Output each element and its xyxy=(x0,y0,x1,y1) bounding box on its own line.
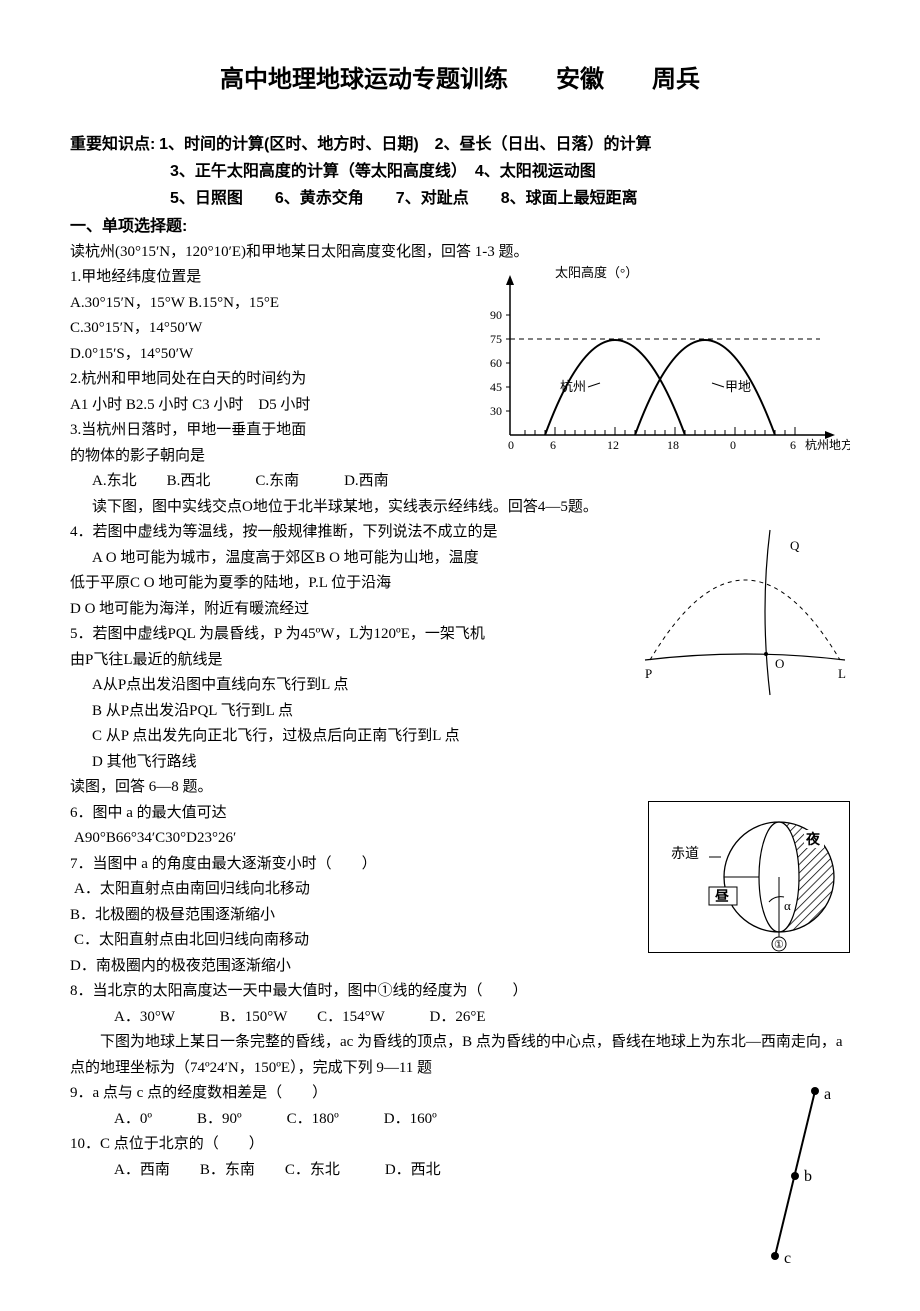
q6-opts: A90°B66°34′C30°D23°26′ xyxy=(70,826,628,852)
q4-opt-d: D O 地可能为海洋，附近有暖流经过 xyxy=(70,597,630,623)
svg-text:a: a xyxy=(824,1086,831,1103)
svg-text:60: 60 xyxy=(490,356,502,370)
svg-text:75: 75 xyxy=(490,332,502,346)
svg-text:P: P xyxy=(645,666,652,681)
chart1-label-jia: 甲地 xyxy=(725,379,751,394)
sun-altitude-chart: 太阳高度（°） 30 45 60 75 90 xyxy=(470,265,850,465)
q9-stem: 9．a 点与 c 点的经度数相差是（ ） xyxy=(70,1081,710,1107)
svg-text:O: O xyxy=(775,656,784,671)
keypoints-line2: 3、正午太阳高度的计算（等太阳高度线） 4、太阳视运动图 xyxy=(70,158,850,185)
q10-stem: 10．C 点位于北京的（ ） xyxy=(70,1132,710,1158)
q5-opt-b: B 从P点出发沿PQL 飞行到L 点 xyxy=(70,699,630,725)
q3-stem-l2: 的物体的影子朝向是 xyxy=(70,444,470,470)
svg-text:α: α xyxy=(784,898,791,913)
q5-stem-l2: 由P飞往L最近的航线是 xyxy=(70,648,630,674)
abc-line-diagram: a b c xyxy=(740,1081,850,1271)
q8-stem: 8．当北京的太阳高度达一天中最大值时，图中①线的经度为（ ） xyxy=(70,979,850,1005)
q5-opt-a: A从P点出发沿图中直线向东飞行到L 点 xyxy=(70,673,630,699)
q6-stem: 6．图中 a 的最大值可达 xyxy=(70,801,628,827)
q5-opt-c: C 从P 点出发先向正北飞行，过极点后向正南飞行到L 点 xyxy=(70,724,630,750)
intro-1: 读杭州(30°15′N，120°10′E)和甲地某日太阳高度变化图，回答 1-3… xyxy=(70,240,850,266)
svg-text:①: ① xyxy=(774,939,784,951)
q1-stem: 1.甲地经纬度位置是 xyxy=(70,265,470,291)
q4-opt-abc2: 低于平原C O 地可能为夏季的陆地，P.L 位于沿海 xyxy=(70,571,630,597)
earth-day-night-diagram: 赤道 昼 夜 α ① xyxy=(648,801,850,953)
q2-opts: A1 小时 B2.5 小时 C3 小时 D5 小时 xyxy=(70,393,470,419)
q3-stem-l1: 3.当杭州日落时，甲地一垂直于地面 xyxy=(70,418,470,444)
q5-opt-d: D 其他飞行路线 xyxy=(70,750,630,776)
q9-opts: A．0º B．90º C．180º D．160º xyxy=(70,1107,710,1133)
q4-opt-abc1: A O 地可能为城市，温度高于郊区B O 地可能为山地，温度 xyxy=(70,546,630,572)
q8-opts: A．30°W B．150°W C．154°W D．26°E xyxy=(70,1005,850,1031)
q10-opts: A．西南 B．东南 C．东北 D．西北 xyxy=(70,1158,710,1184)
keypoints-line1: 重要知识点: 1、时间的计算(区时、地方时、日期) 2、昼长（日出、日落）的计算 xyxy=(70,131,850,159)
svg-text:L: L xyxy=(838,666,846,681)
svg-text:90: 90 xyxy=(490,308,502,322)
q3-opts: A.东北 B.西北 C.东南 D.西南 xyxy=(70,469,850,495)
q1-opt-d: D.0°15′S，14°50′W xyxy=(70,342,470,368)
svg-text:夜: 夜 xyxy=(805,831,821,848)
intro-3: 读图，回答 6—8 题。 xyxy=(70,775,850,801)
svg-text:6: 6 xyxy=(550,438,556,452)
keypoints-label: 重要知识点: xyxy=(70,136,155,153)
svg-text:6: 6 xyxy=(790,438,796,452)
chart1-ylabel: 太阳高度（°） xyxy=(555,265,638,280)
svg-text:b: b xyxy=(804,1168,812,1185)
q5-stem-l1: 5．若图中虚线PQL 为晨昏线，P 为45ºW，L为120ºE，一架飞机 xyxy=(70,622,630,648)
q7-opt-d: D．南极圈内的极夜范围逐渐缩小 xyxy=(70,954,850,980)
pql-diagram: P O L Q xyxy=(640,520,850,700)
svg-text:30: 30 xyxy=(490,404,502,418)
svg-text:0: 0 xyxy=(508,438,514,452)
q1-opt-c: C.30°15′N，14°50′W xyxy=(70,316,470,342)
svg-text:45: 45 xyxy=(490,380,502,394)
svg-text:赤道: 赤道 xyxy=(671,846,699,862)
q7-opt-b: B．北极圈的极昼范围逐渐缩小 xyxy=(70,903,628,929)
keypoints-line3: 5、日照图 6、黄赤交角 7、对趾点 8、球面上最短距离 xyxy=(70,185,850,212)
svg-text:12: 12 xyxy=(607,438,619,452)
q7-opt-c: C．太阳直射点由北回归线向南移动 xyxy=(70,928,628,954)
svg-text:18: 18 xyxy=(667,438,679,452)
q4-stem: 4．若图中虚线为等温线，按一般规律推断，下列说法不成立的是 xyxy=(70,520,630,546)
q2-stem: 2.杭州和甲地同处在白天的时间约为 xyxy=(70,367,470,393)
intro-2: 读下图，图中实线交点O地位于北半球某地，实线表示经纬线。回答4—5题。 xyxy=(70,495,850,521)
svg-text:昼: 昼 xyxy=(715,889,729,905)
keypoints-text-1: 1、时间的计算(区时、地方时、日期) 2、昼长（日出、日落）的计算 xyxy=(159,136,651,153)
page-title: 高中地理地球运动专题训练 安徽 周兵 xyxy=(70,60,850,101)
q7-stem: 7．当图中 a 的角度由最大逐渐变小时（ ） xyxy=(70,852,628,878)
section-heading: 一、单项选择题: xyxy=(70,213,850,240)
svg-text:c: c xyxy=(784,1250,791,1267)
chart1-label-hangzhou: 杭州 xyxy=(560,379,586,394)
intro-4: 下图为地球上某日一条完整的昏线，ac 为昏线的顶点，B 点为昏线的中心点，昏线在… xyxy=(70,1030,850,1081)
svg-text:Q: Q xyxy=(790,538,800,553)
chart1-xlabel: 杭州地方时 xyxy=(805,437,850,452)
q7-opt-a: A．太阳直射点由南回归线向北移动 xyxy=(70,877,628,903)
svg-text:0: 0 xyxy=(730,438,736,452)
q1-opt-ab: A.30°15′N，15°W B.15°N，15°E xyxy=(70,291,470,317)
